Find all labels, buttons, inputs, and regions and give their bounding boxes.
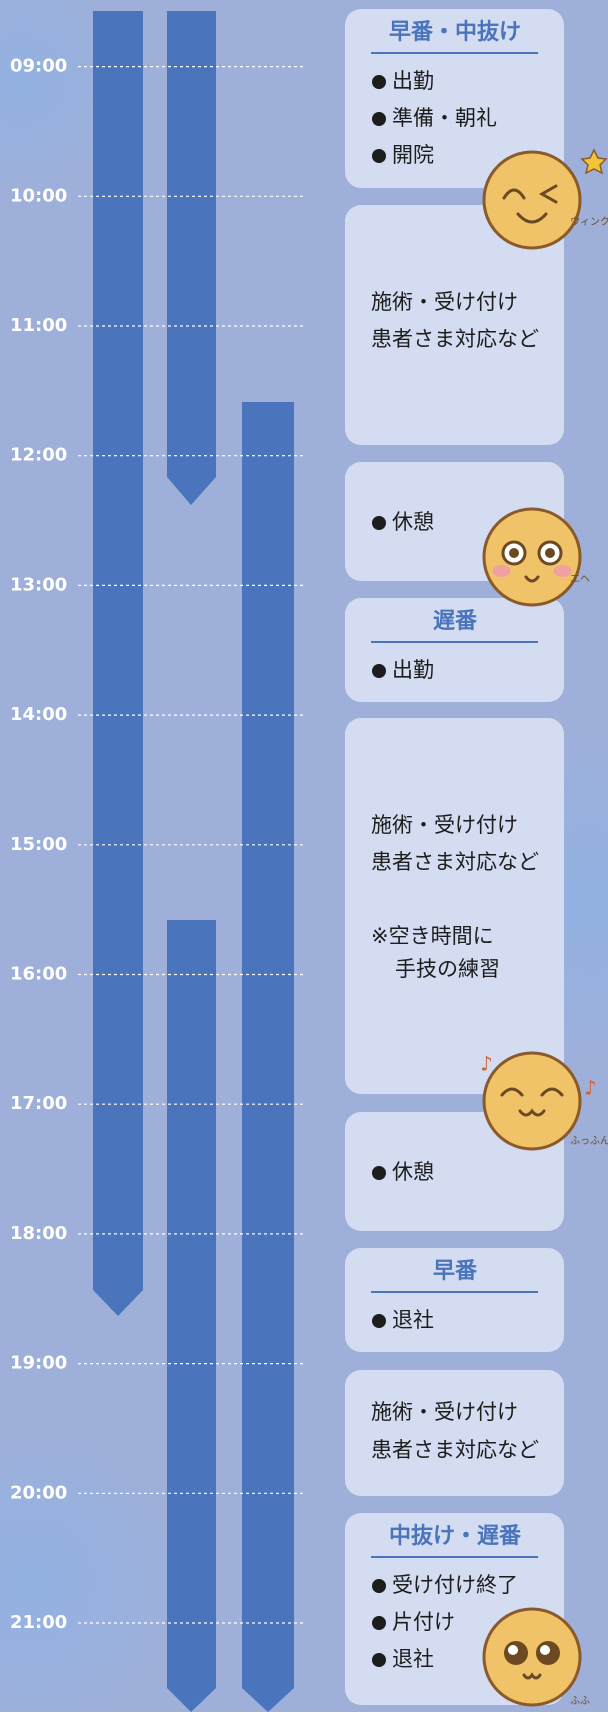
- shift-bar: [93, 11, 143, 1316]
- face-caption: ふふ: [570, 1695, 590, 1707]
- bullet: [372, 1579, 386, 1593]
- bullet: [372, 1616, 386, 1630]
- shift-bar: [242, 402, 294, 1712]
- block-line: 施術・受け付け: [371, 813, 518, 837]
- schedule: 09:00 10:00 11:00 12:00 13:00 14:00 15:00 16:00…: [0, 0, 608, 1712]
- time-label: 16:00: [10, 964, 67, 985]
- block-title: 早番・中抜け: [389, 20, 521, 45]
- time-label: 14:00: [10, 704, 67, 725]
- time-label: 11:00: [10, 315, 67, 336]
- block-line: 患者さま対応など: [371, 850, 539, 874]
- shift-bar: [167, 11, 216, 505]
- note: ♪: [480, 1052, 493, 1076]
- block-line: 患者さま対応など: [371, 1438, 539, 1462]
- block-line: ※空き時間に: [371, 924, 494, 948]
- note: ♪: [584, 1076, 597, 1100]
- block-item: 休憩: [392, 510, 434, 534]
- bullet: [372, 1314, 386, 1328]
- block-title: 中抜け・遅番: [389, 1524, 522, 1549]
- time-label: 10:00: [10, 185, 67, 206]
- time-label: 20:00: [10, 1482, 67, 1503]
- block-item: 片付け: [392, 1610, 455, 1634]
- block-title: 早番: [433, 1259, 478, 1284]
- face: [484, 1609, 580, 1705]
- bullet: [372, 1653, 386, 1667]
- sparkle: [540, 1645, 550, 1655]
- time-label: 17:00: [10, 1093, 67, 1114]
- sparkle: [508, 1645, 518, 1655]
- blush: [554, 565, 572, 577]
- blush: [492, 565, 510, 577]
- face-caption: ふっふん: [570, 1135, 608, 1147]
- block-item: 退社: [392, 1308, 434, 1332]
- time-label: 18:00: [10, 1223, 67, 1244]
- bullet: [372, 149, 386, 163]
- block-line: 手技の練習: [395, 957, 500, 981]
- block-box: [345, 718, 564, 1094]
- bullet: [372, 75, 386, 89]
- face: [484, 509, 580, 605]
- block-item: 退社: [392, 1647, 434, 1671]
- face: [484, 1053, 580, 1149]
- time-label: 13:00: [10, 574, 67, 595]
- shift-bar: [167, 920, 216, 1712]
- face: [484, 152, 580, 248]
- time-label: 12:00: [10, 445, 67, 466]
- bullet: [372, 112, 386, 126]
- block-item: 出勤: [392, 69, 434, 93]
- block-item: 受け付け終了: [392, 1573, 518, 1597]
- pupil: [509, 548, 519, 558]
- time-label: 21:00: [10, 1612, 67, 1633]
- block-item: 準備・朝礼: [392, 106, 497, 130]
- bullet: [372, 516, 386, 530]
- block-line: 施術・受け付け: [371, 1400, 518, 1424]
- block-item: 開院: [392, 143, 434, 167]
- pupil: [545, 548, 555, 558]
- block-line: 施術・受け付け: [371, 290, 518, 314]
- block-item: 出勤: [392, 658, 434, 682]
- face-caption: ウィンク: [570, 216, 608, 228]
- time-label: 09:00: [10, 56, 67, 77]
- bullet: [372, 1166, 386, 1180]
- block-box: [345, 1370, 564, 1496]
- block-item: 休憩: [392, 1160, 434, 1184]
- bullet: [372, 664, 386, 678]
- block-title: 遅番: [433, 609, 478, 634]
- time-label: 19:00: [10, 1353, 67, 1374]
- face-caption: エヘ: [570, 574, 590, 585]
- block-line: 患者さま対応など: [371, 327, 539, 351]
- time-label: 15:00: [10, 834, 67, 855]
